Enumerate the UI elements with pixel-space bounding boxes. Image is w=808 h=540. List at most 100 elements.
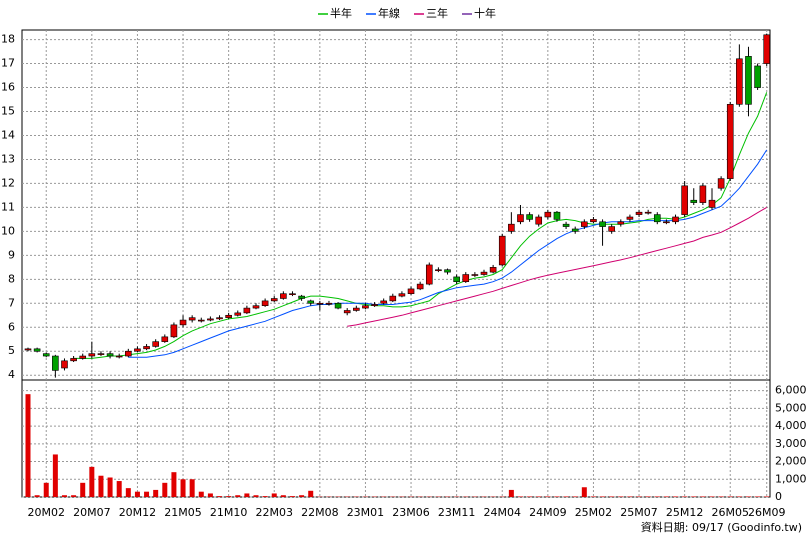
- y-tick-label: 16: [1, 81, 15, 94]
- volume-bar: [144, 491, 150, 497]
- candle-body: [197, 319, 205, 322]
- volume-bar: [590, 496, 596, 497]
- volume-bar: [98, 475, 104, 497]
- volume-bar: [217, 496, 223, 497]
- candle-body: [444, 269, 451, 273]
- x-tick-label: 23M06: [392, 506, 430, 519]
- candle-body: [380, 300, 387, 304]
- volume-bar: [107, 477, 113, 497]
- candle-body: [663, 221, 670, 224]
- y2-tick-label: 3,000: [775, 437, 807, 450]
- volume-bar: [180, 479, 186, 497]
- candle-body: [243, 307, 251, 314]
- candle-body: [562, 223, 570, 227]
- candle-body: [763, 34, 771, 64]
- candle-body: [407, 288, 415, 294]
- y2-tick-label: 1,000: [775, 472, 807, 485]
- volume-bar: [636, 496, 642, 497]
- candle-body: [453, 276, 460, 283]
- volume-bar: [253, 495, 259, 497]
- candle-body: [599, 221, 606, 227]
- volume-bar: [527, 496, 533, 497]
- volume-bar: [627, 496, 633, 497]
- candle-body: [143, 346, 150, 350]
- candle-body: [672, 216, 679, 223]
- candle-body: [425, 264, 433, 285]
- candle-body: [170, 324, 178, 338]
- candle-body: [234, 312, 242, 316]
- volume-bar: [25, 394, 31, 497]
- volume-bar: [673, 496, 679, 497]
- x-tick-label: 25M07: [620, 506, 658, 519]
- candle-body: [462, 274, 470, 283]
- candle-body: [106, 353, 114, 357]
- candle-body: [371, 304, 378, 306]
- y-tick-label: 4: [8, 368, 15, 381]
- volume-bar: [116, 481, 122, 497]
- volume-bar: [271, 493, 277, 497]
- volume-bar: [745, 496, 751, 497]
- candle-body: [70, 358, 77, 362]
- volume-bar: [198, 491, 204, 497]
- candle-body: [161, 336, 169, 342]
- volume-bar: [545, 496, 551, 497]
- candle-body: [717, 178, 725, 189]
- volume-bar: [299, 495, 305, 497]
- volume-bar: [89, 466, 95, 497]
- x-tick-label: 26M05: [711, 506, 749, 519]
- y2-tick-label: 4,000: [775, 419, 807, 432]
- candle-body: [207, 318, 214, 321]
- volume-bar: [226, 496, 232, 497]
- candle-body: [389, 295, 397, 302]
- volume-bar: [736, 496, 742, 497]
- candle-body: [225, 314, 232, 318]
- footer: 資料日期: 09/17 (Goodinfo.tw): [641, 520, 802, 534]
- y-tick-label: 14: [1, 128, 15, 141]
- volume-bar: [71, 495, 77, 497]
- volume-bar: [764, 496, 770, 497]
- y-tick-label: 10: [1, 224, 15, 237]
- candle-body: [571, 228, 579, 232]
- volume-bar: [563, 496, 569, 497]
- candle-body: [745, 56, 752, 105]
- y-tick-label: 7: [8, 296, 15, 309]
- volume-bar: [663, 496, 669, 497]
- candle-body: [33, 348, 41, 352]
- x-tick-label: 21M05: [164, 506, 202, 519]
- legend-label: 半年: [330, 6, 352, 20]
- volume-bar: [718, 496, 724, 497]
- ma-line: [347, 206, 767, 327]
- candle-body: [362, 305, 369, 309]
- candle-body: [517, 214, 524, 223]
- ma-line: [73, 92, 768, 359]
- volume-bar: [61, 495, 67, 497]
- volume-bar: [134, 491, 140, 497]
- candle-body: [42, 353, 50, 357]
- y2-tick-label: 2,000: [775, 455, 807, 468]
- candle-body: [535, 216, 543, 225]
- candle-body: [188, 317, 196, 321]
- candle-body: [325, 302, 333, 305]
- candle-body: [471, 274, 479, 276]
- candle-body: [626, 216, 634, 220]
- candle-body: [134, 348, 141, 352]
- candle-body: [544, 211, 552, 218]
- volume-bar: [43, 482, 49, 497]
- volume-bar: [289, 496, 295, 497]
- volume-bar: [508, 489, 514, 497]
- volume-bar: [125, 488, 131, 497]
- candle-body: [52, 355, 59, 371]
- y-tick-label: 18: [1, 33, 15, 46]
- candle-body: [553, 211, 561, 220]
- volume-bar: [682, 496, 688, 497]
- volume-bar: [189, 479, 195, 497]
- candle-body: [24, 348, 32, 351]
- candle-body: [252, 305, 260, 309]
- volume-bar: [572, 496, 578, 497]
- volume-bar: [34, 495, 40, 497]
- volume-bar: [536, 496, 542, 497]
- x-tick-label: 20M12: [119, 506, 157, 519]
- volume-bar: [280, 495, 286, 497]
- volume-bar: [645, 496, 651, 497]
- x-tick-label: 22M03: [255, 506, 293, 519]
